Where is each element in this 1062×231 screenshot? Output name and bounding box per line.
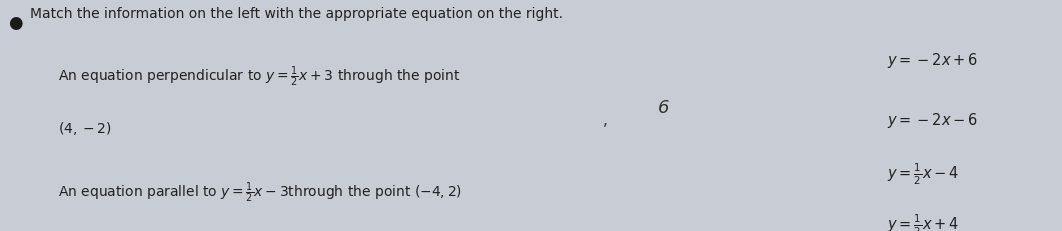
Text: $y = -2x - 6$: $y = -2x - 6$ xyxy=(887,111,978,130)
Text: Match the information on the left with the appropriate equation on the right.: Match the information on the left with t… xyxy=(30,7,563,21)
Text: $y = \frac{1}{2}x - 4$: $y = \frac{1}{2}x - 4$ xyxy=(887,162,959,187)
Text: An equation parallel to $y = \frac{1}{2}x - 3$through the point $(-4, 2)$: An equation parallel to $y = \frac{1}{2}… xyxy=(58,180,463,204)
Text: 6: 6 xyxy=(658,99,669,117)
Text: An equation perpendicular to $y = \frac{1}{2}x + 3$ through the point: An equation perpendicular to $y = \frac{… xyxy=(58,65,461,89)
Text: $(4, -2)$: $(4, -2)$ xyxy=(58,120,112,137)
Text: ●: ● xyxy=(8,14,23,32)
Text: $y = \frac{1}{2}x + 4$: $y = \frac{1}{2}x + 4$ xyxy=(887,213,959,231)
Text: $y = -2x + 6$: $y = -2x + 6$ xyxy=(887,51,978,70)
Text: ,: , xyxy=(603,113,607,128)
